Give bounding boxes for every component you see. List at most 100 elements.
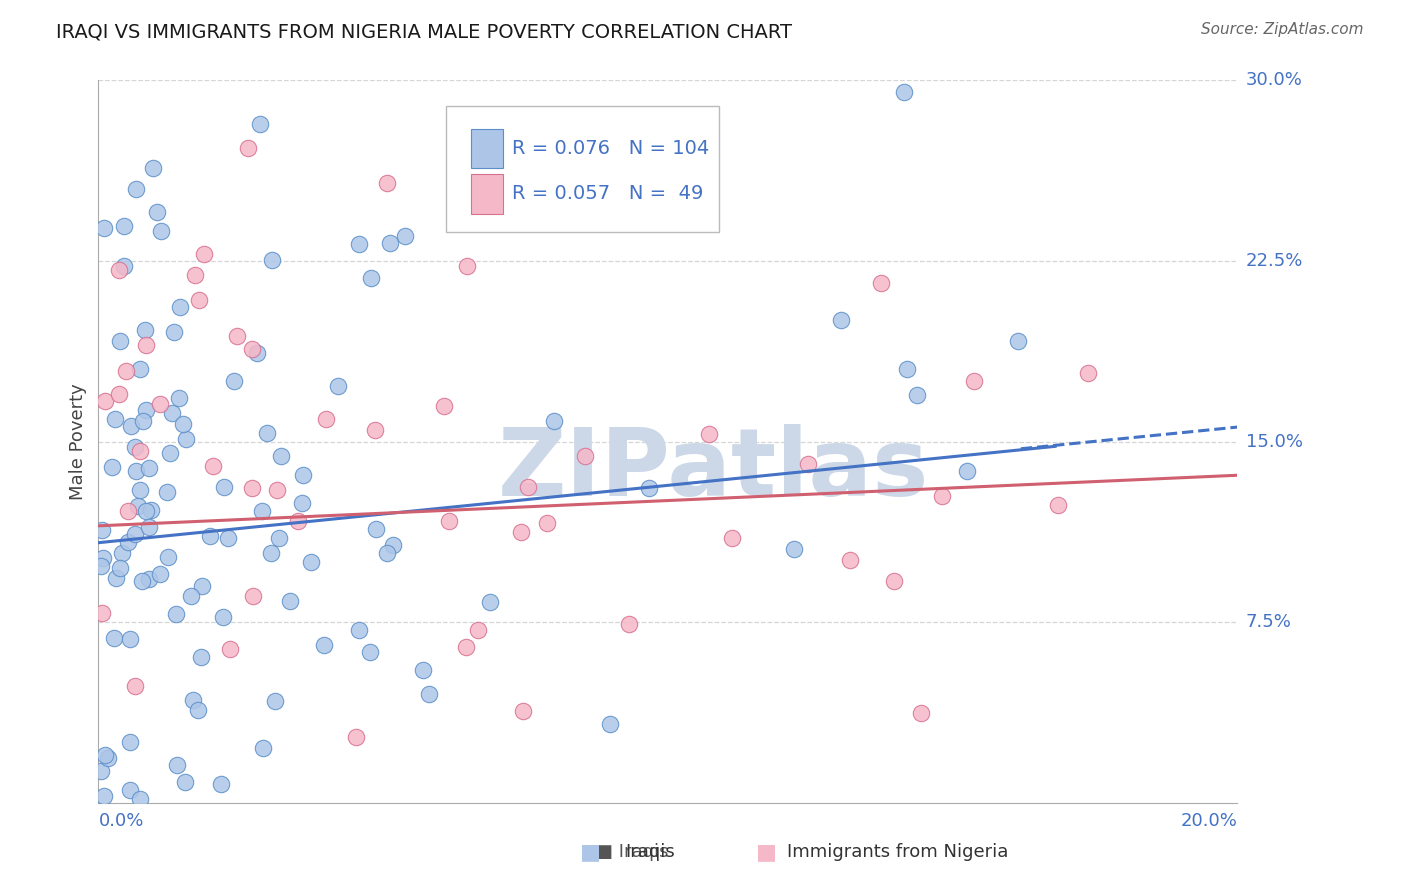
Point xyxy=(299,555,322,569)
Point xyxy=(93,789,115,803)
Point xyxy=(129,792,152,806)
Point xyxy=(183,268,205,282)
Point xyxy=(211,610,233,624)
Point xyxy=(226,328,249,343)
Point xyxy=(721,531,744,545)
Point xyxy=(381,539,404,553)
Point xyxy=(347,623,370,637)
Point xyxy=(138,519,160,533)
Y-axis label: Male Poverty: Male Poverty xyxy=(69,384,87,500)
Point xyxy=(263,694,285,708)
Point xyxy=(117,504,139,518)
Point xyxy=(156,485,179,500)
Point xyxy=(963,374,986,388)
Point xyxy=(101,460,124,475)
Point xyxy=(131,574,153,589)
Text: Immigrants from Nigeria: Immigrants from Nigeria xyxy=(787,843,1008,861)
Text: 22.5%: 22.5% xyxy=(1246,252,1303,270)
Text: ■: ■ xyxy=(756,842,776,862)
Point xyxy=(141,503,163,517)
Point xyxy=(111,546,134,560)
Point xyxy=(375,176,398,190)
Point xyxy=(174,775,197,789)
Text: ZIPatlas: ZIPatlas xyxy=(498,425,929,516)
Point xyxy=(838,553,860,567)
Point xyxy=(394,229,416,244)
Point xyxy=(172,417,194,431)
Point xyxy=(108,263,131,277)
Point xyxy=(108,334,131,348)
Point xyxy=(412,663,434,677)
Point xyxy=(910,706,932,720)
Point xyxy=(129,444,152,458)
Point xyxy=(240,481,263,495)
Point xyxy=(142,161,165,176)
Point xyxy=(456,259,478,273)
Point xyxy=(236,141,259,155)
Point xyxy=(198,528,221,542)
Point xyxy=(108,387,131,401)
Point xyxy=(167,391,190,405)
Point xyxy=(110,561,132,575)
Point xyxy=(516,480,538,494)
Point xyxy=(169,301,191,315)
Point xyxy=(156,549,179,564)
Point xyxy=(91,606,114,620)
Point xyxy=(869,277,891,291)
Point xyxy=(543,414,565,428)
Point xyxy=(830,312,852,326)
Point xyxy=(105,571,128,585)
Point xyxy=(375,546,398,560)
Point xyxy=(252,504,274,518)
Point xyxy=(90,764,112,778)
Point xyxy=(797,458,820,472)
Point xyxy=(118,735,141,749)
Point xyxy=(359,645,381,659)
Point xyxy=(135,402,157,417)
Point xyxy=(512,704,534,718)
Point xyxy=(896,362,918,376)
Point xyxy=(599,717,621,731)
Point xyxy=(1077,367,1099,381)
Point xyxy=(246,346,269,360)
Text: R = 0.076   N = 104: R = 0.076 N = 104 xyxy=(512,139,709,159)
Text: IRAQI VS IMMIGRANTS FROM NIGERIA MALE POVERTY CORRELATION CHART: IRAQI VS IMMIGRANTS FROM NIGERIA MALE PO… xyxy=(56,22,792,41)
Point xyxy=(347,236,370,251)
Point xyxy=(120,419,142,434)
Text: Iraqis: Iraqis xyxy=(626,843,675,861)
Point xyxy=(163,325,186,339)
Point xyxy=(256,425,278,440)
Point xyxy=(252,741,274,756)
Point xyxy=(218,641,240,656)
Point xyxy=(292,467,315,482)
Point xyxy=(454,640,477,654)
Point xyxy=(112,259,135,273)
Point xyxy=(418,687,440,701)
Point xyxy=(681,171,703,186)
Point xyxy=(174,433,197,447)
Point xyxy=(134,323,156,337)
Point xyxy=(905,388,928,402)
Point xyxy=(344,730,367,744)
Point xyxy=(364,423,387,437)
Point xyxy=(510,525,533,540)
Point xyxy=(124,440,146,454)
Point xyxy=(1047,499,1070,513)
Text: 7.5%: 7.5% xyxy=(1246,613,1292,632)
FancyBboxPatch shape xyxy=(446,105,718,232)
Point xyxy=(433,400,456,414)
Point xyxy=(242,589,264,603)
Point xyxy=(187,703,209,717)
Point xyxy=(202,458,225,473)
Point xyxy=(291,496,314,510)
Point xyxy=(697,426,720,441)
Point xyxy=(91,524,114,538)
FancyBboxPatch shape xyxy=(471,174,503,214)
Point xyxy=(128,362,150,376)
Text: 20.0%: 20.0% xyxy=(1181,813,1237,830)
Point xyxy=(467,623,489,637)
Point xyxy=(91,550,114,565)
Point xyxy=(145,205,167,219)
Point xyxy=(117,535,139,549)
Point xyxy=(249,118,271,132)
